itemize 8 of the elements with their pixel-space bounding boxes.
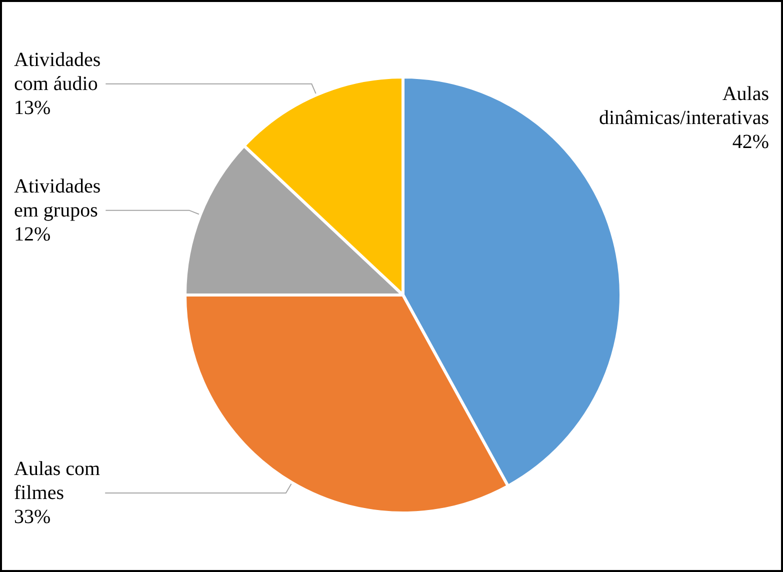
slice-label: Aulas com filmes xyxy=(14,458,101,504)
data-label: 12% xyxy=(14,223,51,246)
slice-label: Atividades em grupos xyxy=(14,175,101,222)
data-label: 13% xyxy=(14,96,51,119)
slice-label: Aulas dinâmicas/interativas xyxy=(599,82,770,129)
data-label: 33% xyxy=(14,506,51,528)
data-label: 42% xyxy=(732,130,769,153)
slice-label: Atividades com áudio xyxy=(14,48,101,95)
